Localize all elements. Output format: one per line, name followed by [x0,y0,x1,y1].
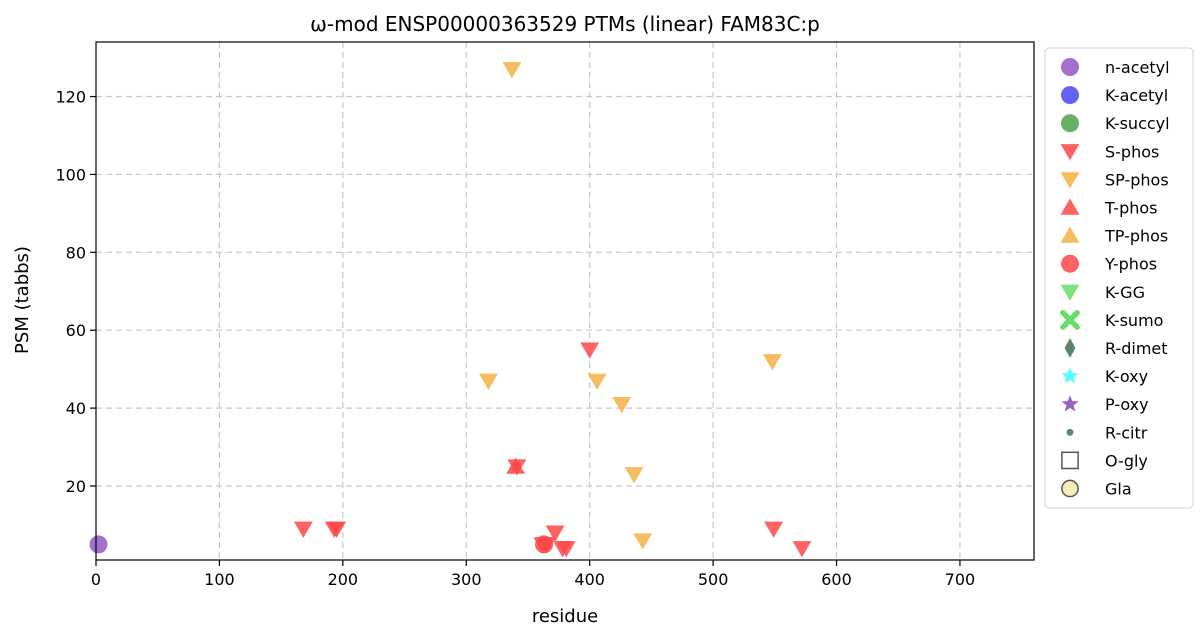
legend-marker [1061,451,1079,470]
x-tick-label: 600 [821,570,852,589]
legend-label: K-succyl [1105,114,1170,133]
legend-label: Y-phos [1104,255,1157,274]
legend-marker [1061,86,1079,105]
x-tick-label: 400 [574,570,605,589]
data-points [89,62,812,558]
data-point-s-phos [580,342,600,359]
y-axis-label: PSM (tabbs) [12,246,33,354]
legend-marker [1061,479,1079,498]
legend-marker [1060,172,1080,189]
y-tick-label: 80 [66,243,86,262]
x-axis-ticks: 0 100 200 300 400 500 600 700 [91,560,975,589]
data-point-sp-phos [624,467,644,484]
x-tick-label: 700 [945,570,976,589]
data-point-s-phos [545,525,565,542]
data-point-s-phos [764,521,784,538]
legend-label: P-oxy [1105,395,1149,414]
x-tick-label: 500 [698,570,729,589]
x-tick-label: 100 [204,570,235,589]
data-point-s-phos [792,541,812,558]
y-axis-ticks: 20 40 60 80 100 120 [55,88,96,496]
data-point-sp-phos [633,533,653,550]
y-tick-label: 100 [55,165,86,184]
y-tick-label: 20 [66,477,86,496]
data-point-sp-phos [479,373,498,390]
data-point-s-phos [327,521,347,538]
y-tick-label: 40 [66,399,86,418]
x-tick-label: 0 [91,570,101,589]
legend-label: R-dimet [1105,339,1168,358]
legend-label: K-oxy [1105,367,1148,386]
legend-label: S-phos [1105,142,1159,161]
plot-area-frame [95,41,1035,561]
legend-marker [1060,310,1080,330]
legend-marker [1061,367,1079,384]
legend-label: SP-phos [1105,170,1169,189]
chart-title: ω-mod ENSP00000363529 PTMs (linear) FAM8… [310,12,820,36]
legend-marker [1066,428,1074,436]
legend-marker [1061,254,1079,273]
data-point-s-phos [293,521,313,538]
data-point-y-phos [535,535,554,554]
data-point-sp-phos [612,397,632,414]
legend-marker [1060,284,1080,301]
legend-label: O-gly [1105,451,1148,470]
data-point-sp-phos [502,62,522,79]
data-point-n-acetyl [89,535,108,554]
legend-marker [1060,144,1080,161]
legend-label: K-acetyl [1105,86,1168,105]
legend-label: n-acetyl [1105,58,1170,77]
legend-label: K-sumo [1105,311,1163,330]
legend-label: T-phos [1104,199,1158,218]
y-tick-label: 120 [55,88,86,107]
legend-marker [1061,58,1079,76]
legend-label: Gla [1105,480,1132,499]
legend-marker [1061,114,1079,133]
data-point-t-phos [506,457,526,474]
x-tick-label: 300 [451,570,482,589]
legend-label: K-GG [1105,283,1145,302]
legend: n-acetyl K-acetyl K-succyl S-phos SP-phos T-p… [1044,47,1194,509]
grid-lines [96,42,1034,560]
legend-marker [1061,395,1079,412]
legend-label: R-citr [1105,423,1148,442]
data-point-s-phos [556,541,576,558]
legend-marker [1060,226,1080,243]
x-axis-label: residue [532,606,598,627]
data-point-sp-phos [587,373,607,390]
legend-label: TP-phos [1104,227,1168,246]
legend-frame [1044,47,1194,509]
x-tick-label: 200 [328,570,359,589]
legend-marker [1060,198,1080,215]
legend-marker [1064,338,1076,358]
data-point-sp-phos [762,354,782,371]
y-tick-label: 60 [66,321,86,340]
